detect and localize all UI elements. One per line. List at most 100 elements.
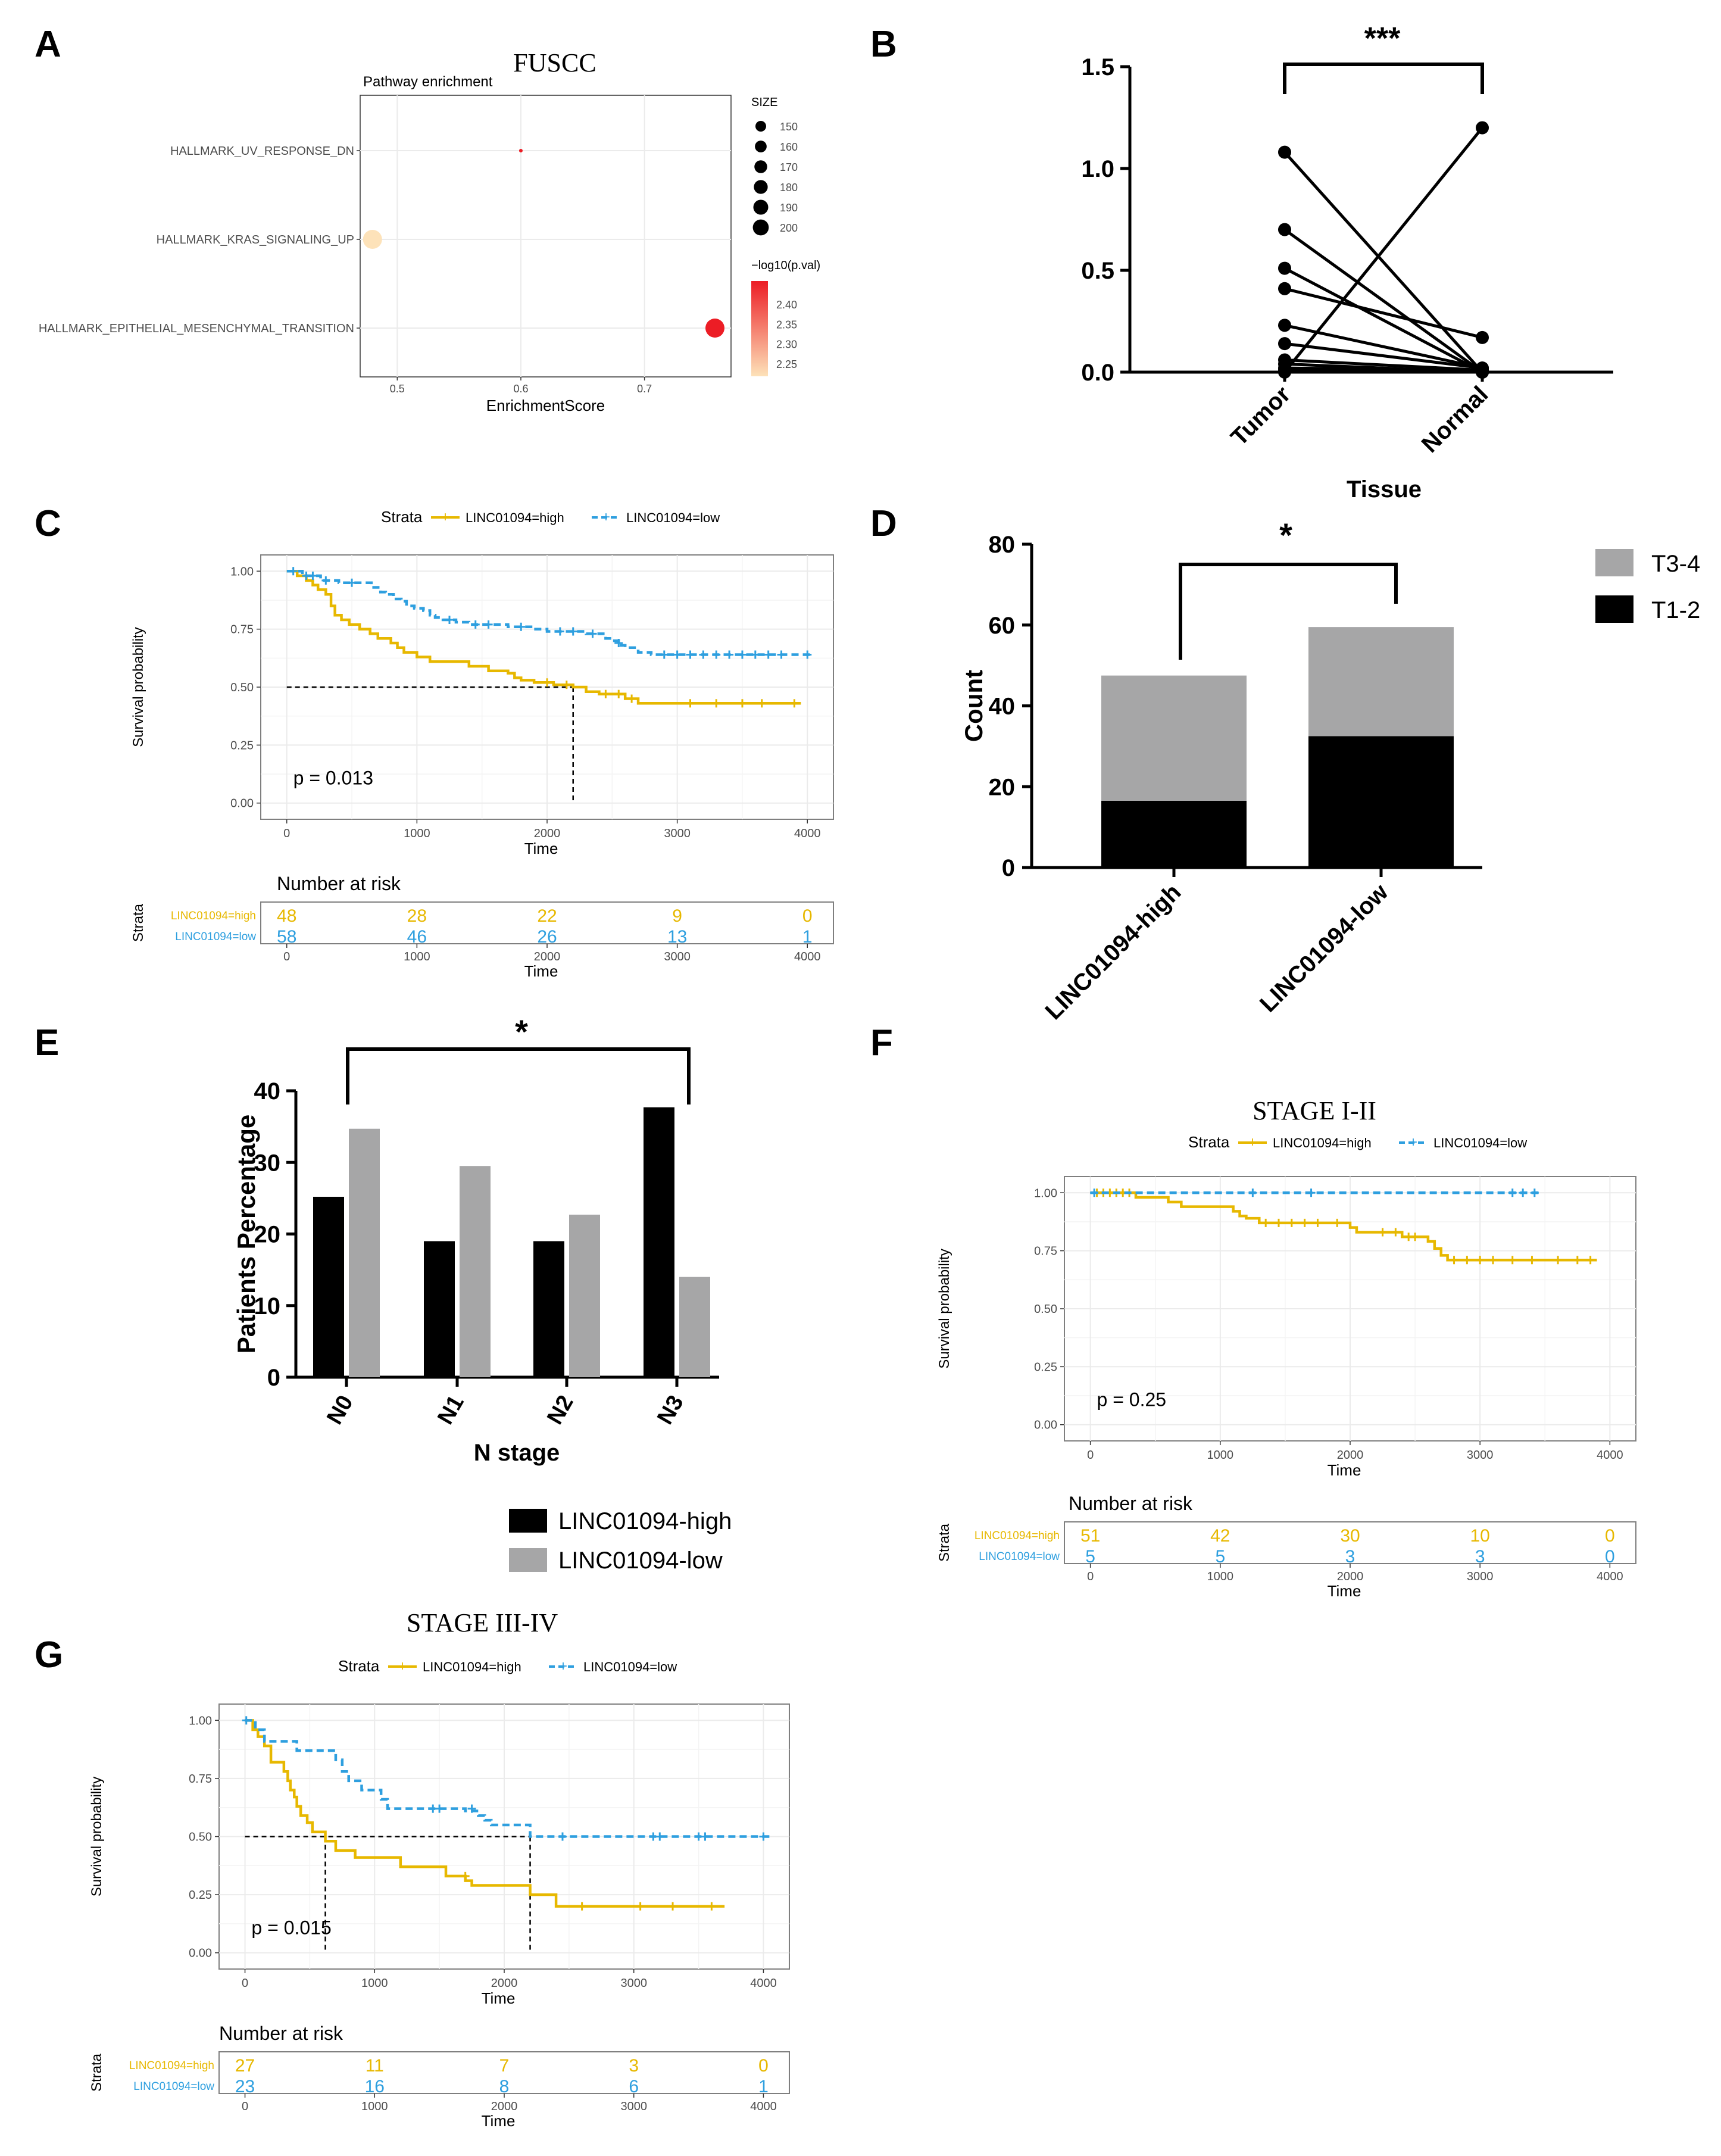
censor-mark-low	[712, 650, 721, 659]
panel-label-a: A	[35, 24, 61, 65]
legend-swatch-high	[509, 1509, 547, 1533]
panel-d-stacked-bar: 0 20 40 60 80 Count LINC01094-high LINC01094-lo…	[960, 516, 1700, 1025]
p-value-label: p = 0.25	[1097, 1389, 1167, 1411]
significance-bracket	[1283, 63, 1484, 94]
risk-x-tick-label: 4000	[1597, 1570, 1623, 1583]
censor-mark-high	[1573, 1256, 1582, 1265]
legend-label-high: LINC01094=high	[1273, 1135, 1372, 1150]
censor-mark-high	[790, 699, 799, 708]
x-tick-label: 4000	[794, 827, 821, 840]
normal-point	[1476, 121, 1489, 135]
x-tick-label: 0.6	[513, 383, 528, 395]
x-axis-label: Tissue	[1347, 476, 1422, 503]
bar-linc-low	[569, 1215, 600, 1377]
risk-count-high: 3	[629, 2056, 639, 2076]
risk-x-tick-label: 3000	[664, 950, 691, 963]
panel-a-pathway-enrichment: FUSCC Pathway enrichment HALLMARK_UV_RESPO…	[39, 48, 820, 414]
risk-count-high: 0	[802, 906, 813, 926]
censor-mark-high	[1476, 1256, 1485, 1265]
risk-count-low: 1	[758, 2077, 769, 2096]
legend-censor-high: +	[1248, 1134, 1257, 1150]
risk-count-high: 42	[1210, 1526, 1230, 1546]
y-tick-label: 1.00	[189, 1714, 212, 1727]
risk-count-high: 22	[537, 906, 557, 926]
pair-line	[1283, 267, 1483, 374]
risk-count-high: 51	[1080, 1526, 1100, 1546]
x-tick-label: 3000	[664, 827, 691, 840]
legend-swatch-low	[509, 1548, 547, 1572]
censor-mark-low	[660, 650, 669, 659]
p-value-label: p = 0.015	[251, 1917, 331, 1938]
risk-table-y-label: Strata	[130, 903, 146, 942]
censor-mark-high	[461, 1871, 470, 1880]
y-tick-label: 0.0	[1081, 360, 1114, 386]
x-axis-label: Time	[482, 1989, 516, 2007]
censor-mark-low	[445, 616, 454, 625]
censor-mark-low	[1519, 1188, 1528, 1197]
chart-title: STAGE I-II	[1253, 1096, 1376, 1125]
bar-linc-low	[679, 1277, 710, 1377]
risk-row-label-high: LINC01094=high	[974, 1530, 1060, 1542]
risk-count-high: 10	[1470, 1526, 1489, 1546]
risk-count-low: 26	[537, 927, 557, 947]
y-tick-label: 0.25	[1034, 1361, 1057, 1374]
censor-mark-low	[1307, 1188, 1316, 1197]
x-tick-label: 0.7	[637, 383, 652, 395]
censor-mark-low	[614, 639, 623, 647]
x-tick-label: 4000	[750, 1977, 777, 1990]
censor-mark-high	[1287, 1218, 1296, 1227]
legend-label-low: LINC01094=low	[583, 1659, 677, 1674]
tumor-point	[1278, 282, 1291, 295]
x-tick-label: 3000	[1467, 1449, 1494, 1462]
risk-table-title: Number at risk	[219, 2023, 343, 2044]
censor-mark-high	[562, 681, 571, 689]
censor-mark-low	[289, 567, 298, 576]
y-tick-label: 0.75	[230, 623, 254, 636]
size-legend-dot	[752, 219, 769, 236]
legend-title: Strata	[1188, 1133, 1230, 1151]
panel-b-paired-tissue-plot: 0.0 0.5 1.0 1.5 Tumor Normal Tissue ***	[1081, 21, 1613, 503]
censor-mark-high	[577, 1902, 586, 1911]
x-axis-label: N stage	[474, 1440, 560, 1466]
panel-label-e: E	[35, 1022, 59, 1063]
censor-mark-low	[588, 629, 597, 638]
tumor-point	[1278, 337, 1291, 351]
risk-count-low: 5	[1085, 1547, 1095, 1567]
censor-mark-high	[1489, 1256, 1497, 1265]
censor-mark-low	[803, 650, 812, 659]
panel-g-km-stage-iii-iv: STAGE III-IV Strata + LINC01094=high + LINC01…	[89, 1608, 790, 2130]
legend-swatch-t3-4	[1595, 549, 1633, 576]
risk-x-tick-label: 3000	[620, 2100, 647, 2113]
risk-count-low: 46	[407, 927, 427, 947]
censor-mark-high	[1508, 1256, 1517, 1265]
enrichment-point	[519, 149, 523, 152]
y-tick-label: 30	[254, 1150, 281, 1176]
censor-mark-high	[636, 1902, 645, 1911]
risk-count-low: 5	[1215, 1547, 1225, 1567]
x-tick-label: 1000	[361, 1977, 388, 1990]
y-tick-label: 40	[989, 694, 1016, 720]
size-legend-title: SIZE	[751, 96, 777, 109]
censor-mark-low	[738, 650, 747, 659]
censor-mark-high	[669, 1902, 677, 1911]
risk-count-high: 30	[1340, 1526, 1360, 1546]
x-axis-label: Time	[524, 840, 558, 857]
y-tick-label: 0.25	[189, 1889, 212, 1902]
censor-mark-low	[1248, 1188, 1257, 1197]
y-tick-label: 1.00	[230, 565, 254, 578]
risk-table-y-label: Strata	[89, 2053, 105, 2092]
color-legend-label: 2.25	[776, 358, 797, 370]
legend-censor-low: +	[559, 1658, 567, 1674]
y-tick-label: 0.00	[189, 1947, 212, 1960]
censor-mark-high	[1300, 1218, 1309, 1227]
x-tick-label: 2000	[1337, 1449, 1364, 1462]
censor-mark-high	[601, 689, 610, 698]
censor-mark-low	[751, 650, 760, 659]
censor-mark-low	[764, 650, 773, 659]
bar-t3-4	[1101, 675, 1247, 801]
censor-mark-low	[725, 650, 734, 659]
risk-count-low: 58	[277, 927, 296, 947]
legend-title: Strata	[338, 1657, 380, 1675]
risk-x-tick-label: 0	[242, 2100, 248, 2113]
risk-x-tick-label: 0	[283, 950, 290, 963]
